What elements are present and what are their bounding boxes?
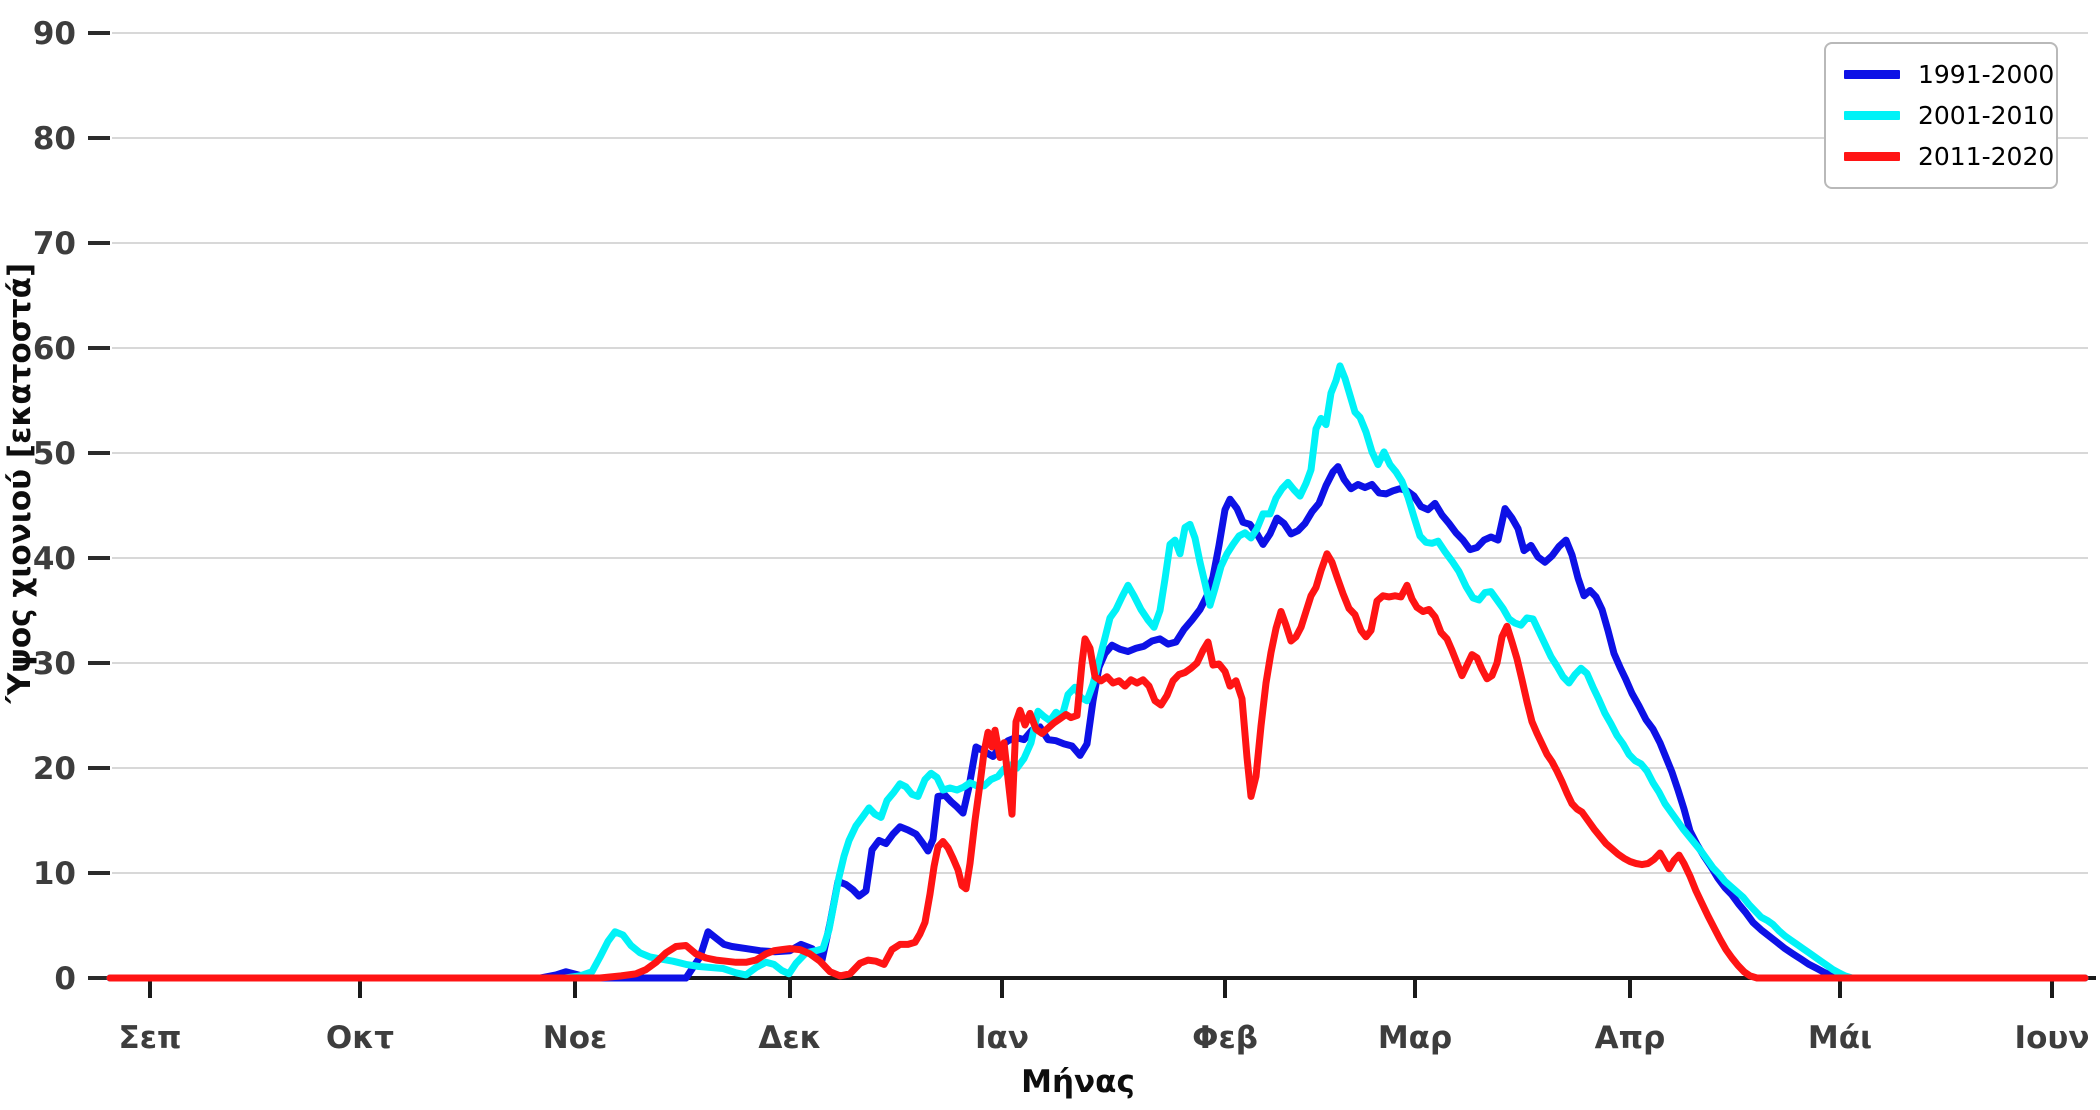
y-tick-label-70: 70 xyxy=(33,226,76,262)
x-tick-label-Σεπ: Σεπ xyxy=(119,1020,182,1056)
y-tick-label-10: 10 xyxy=(33,856,76,892)
series-line-1991-2000 xyxy=(106,463,2089,982)
series-line-2001-2010 xyxy=(106,362,2089,982)
x-tick-label-Δεκ: Δεκ xyxy=(758,1020,821,1056)
legend-swatch-2011-2020 xyxy=(1844,152,1900,161)
y-tick-label-0: 0 xyxy=(54,961,76,997)
y-tick-label-50: 50 xyxy=(33,436,76,472)
horizontal-gridlines xyxy=(112,32,2088,874)
x-axis: Σεπ Οκτ Νοε Δεκ Ιαν Φεβ Μαρ Απρ Μάι Ιουν xyxy=(104,976,2096,1056)
legend-swatch-2001-2010 xyxy=(1844,111,1900,120)
y-tick-label-90: 90 xyxy=(33,16,76,52)
x-tick-label-Ιουν: Ιουν xyxy=(2015,1020,2090,1056)
legend-item-2011-2020: 2011-2020 xyxy=(1844,138,2054,175)
legend-label-2001-2010: 2001-2010 xyxy=(1918,101,2055,130)
x-tick-label-Ιαν: Ιαν xyxy=(975,1020,1029,1056)
x-tick-label-Οκτ: Οκτ xyxy=(326,1020,394,1056)
y-tick-label-30: 30 xyxy=(33,646,76,682)
y-axis: 0 10 20 30 40 50 60 70 80 90 xyxy=(33,16,110,997)
x-tick-label-Μάι: Μάι xyxy=(1808,1020,1872,1056)
y-tick-label-40: 40 xyxy=(33,541,76,577)
legend-item-2001-2010: 2001-2010 xyxy=(1844,97,2054,134)
y-tick-label-80: 80 xyxy=(33,121,76,157)
x-tick-label-Φεβ: Φεβ xyxy=(1192,1020,1258,1056)
legend: 1991-2000 2001-2010 2011-2020 xyxy=(1824,42,2058,189)
series-lines xyxy=(106,362,2089,982)
x-tick-label-Μαρ: Μαρ xyxy=(1378,1020,1452,1056)
legend-label-1991-2000: 1991-2000 xyxy=(1918,60,2055,89)
legend-item-1991-2000: 1991-2000 xyxy=(1844,56,2054,93)
y-tick-label-20: 20 xyxy=(33,751,76,787)
y-tick-label-60: 60 xyxy=(33,331,76,367)
x-axis-title: Μήνας xyxy=(1021,1064,1135,1100)
y-axis-title: Ύψος χιονιού [εκατοστά] xyxy=(2,263,38,704)
x-tick-label-Νοε: Νοε xyxy=(543,1020,608,1056)
series-line-2011-2020 xyxy=(106,550,2089,982)
legend-label-2011-2020: 2011-2020 xyxy=(1918,142,2055,171)
legend-swatch-1991-2000 xyxy=(1844,70,1900,79)
x-tick-label-Απρ: Απρ xyxy=(1595,1020,1666,1056)
